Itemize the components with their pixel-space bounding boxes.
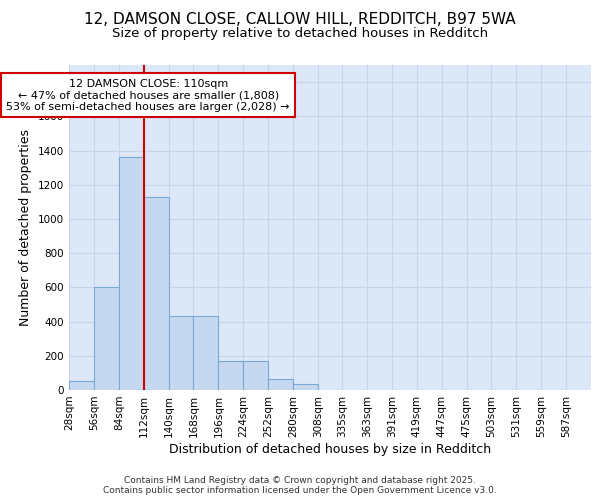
Bar bbox=[143, 196, 169, 390]
Bar bbox=[119, 158, 143, 390]
Bar bbox=[169, 316, 193, 390]
X-axis label: Distribution of detached houses by size in Redditch: Distribution of detached houses by size … bbox=[169, 442, 491, 456]
Bar bbox=[243, 361, 268, 390]
Text: 12, DAMSON CLOSE, CALLOW HILL, REDDITCH, B97 5WA: 12, DAMSON CLOSE, CALLOW HILL, REDDITCH,… bbox=[84, 12, 516, 28]
Text: 12 DAMSON CLOSE: 110sqm
← 47% of detached houses are smaller (1,808)
53% of semi: 12 DAMSON CLOSE: 110sqm ← 47% of detache… bbox=[7, 78, 290, 112]
Text: Size of property relative to detached houses in Redditch: Size of property relative to detached ho… bbox=[112, 28, 488, 40]
Bar bbox=[293, 384, 318, 390]
Bar bbox=[268, 379, 293, 390]
Text: Contains HM Land Registry data © Crown copyright and database right 2025.
Contai: Contains HM Land Registry data © Crown c… bbox=[103, 476, 497, 495]
Bar bbox=[69, 380, 94, 390]
Bar bbox=[193, 316, 218, 390]
Y-axis label: Number of detached properties: Number of detached properties bbox=[19, 129, 32, 326]
Bar bbox=[94, 288, 119, 390]
Bar bbox=[218, 361, 243, 390]
